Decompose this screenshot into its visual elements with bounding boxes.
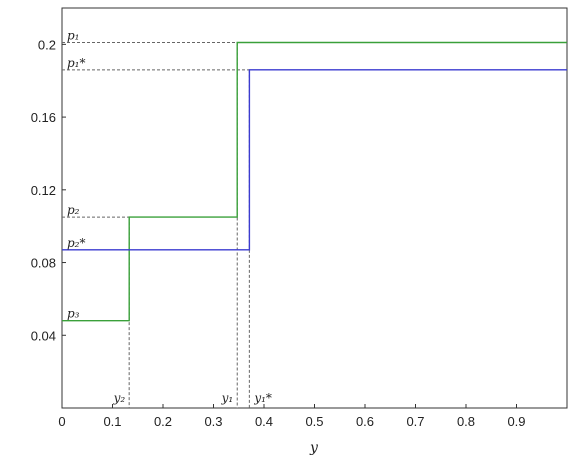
x-tick-label: 0.2 — [154, 414, 172, 429]
ticks-layer: 0 0.1 0.2 0.3 0.4 0.5 0.6 0.7 0.8 0.9 0.04 0.08 0.12… — [31, 37, 526, 429]
y-tick-label: 0.12 — [31, 183, 56, 198]
x-reference-label: y₂ — [113, 391, 126, 405]
y-reference-label: p₃ — [67, 307, 80, 321]
series-line-2 — [62, 69, 567, 251]
x-tick-label: 0.7 — [406, 414, 424, 429]
y-reference-label: p₁ — [67, 29, 80, 43]
y-reference-label: p₁* — [67, 56, 86, 70]
x-tick-label: 0.4 — [255, 414, 273, 429]
x-tick-label: 0.8 — [457, 414, 475, 429]
x-reference-label: y₁* — [253, 391, 272, 405]
x-reference-label: y₁ — [221, 391, 234, 405]
series-line-1 — [62, 41, 567, 322]
y-tick-label: 0.08 — [31, 256, 56, 271]
series-layer — [62, 41, 567, 322]
plot-frame — [61, 7, 568, 409]
x-reference-lines — [128, 42, 250, 408]
x-axis-label: y — [309, 440, 319, 456]
x-tick-label: 0.3 — [204, 414, 222, 429]
y-tick-label: 0.2 — [38, 37, 56, 52]
y-reference-label: p₂ — [67, 203, 80, 217]
x-tick-label: 0 — [58, 414, 65, 429]
y-tick-label: 0.04 — [31, 328, 56, 343]
y-tick-label: 0.16 — [31, 110, 56, 125]
x-tick-label: 0.6 — [356, 414, 374, 429]
x-tick-label: 0.9 — [507, 414, 525, 429]
x-tick-label: 0.1 — [103, 414, 121, 429]
y-reference-label: p₂* — [67, 236, 86, 250]
annotation-layer: p₁ p₁* p₂ p₂* p₃ y₂ y₁ y₁* — [67, 29, 272, 405]
y-reference-lines — [62, 42, 250, 218]
x-tick-label: 0.5 — [305, 414, 323, 429]
